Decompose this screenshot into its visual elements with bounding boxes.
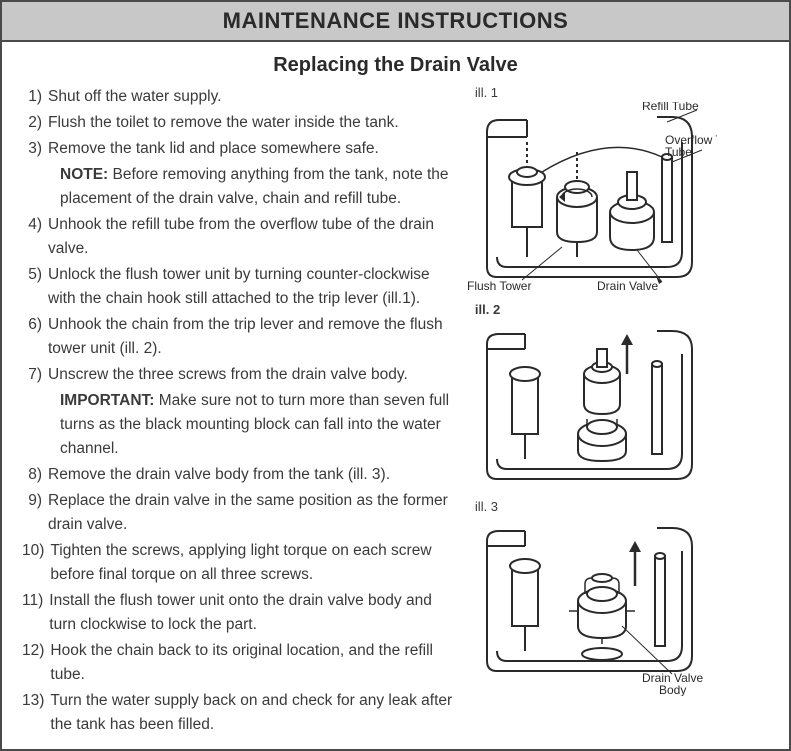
step-text: Shut off the water supply.	[48, 85, 459, 109]
instruction-step: NOTE: Before removing anything from the …	[22, 163, 459, 211]
svg-text:Tube: Tube	[665, 145, 692, 159]
step-number: 7)	[22, 363, 48, 387]
step-number: 4)	[22, 213, 48, 261]
step-text: Install the flush tower unit onto the dr…	[49, 589, 459, 637]
step-number: 3)	[22, 137, 48, 161]
ill1-label: ill. 1	[467, 85, 779, 100]
instruction-step: 12)Hook the chain back to its original l…	[22, 639, 459, 687]
instruction-step: 1)Shut off the water supply.	[22, 85, 459, 109]
svg-text:Body: Body	[659, 683, 686, 696]
step-text: Unhook the refill tube from the overflow…	[48, 213, 459, 261]
ill1-flush-label: Flush Tower	[467, 279, 531, 292]
section-subtitle: Replacing the Drain Valve	[2, 42, 789, 85]
step-number: 8)	[22, 463, 48, 487]
page-title-banner: MAINTENANCE INSTRUCTIONS	[2, 2, 789, 42]
step-text: Flush the toilet to remove the water ins…	[48, 111, 459, 135]
instruction-step: 11)Install the flush tower unit onto the…	[22, 589, 459, 637]
step-number: 12)	[22, 639, 50, 687]
instruction-step: 3)Remove the tank lid and place somewher…	[22, 137, 459, 161]
instruction-list: 1)Shut off the water supply.2)Flush the …	[22, 85, 459, 739]
step-text: Tighten the screws, applying light torqu…	[50, 539, 459, 587]
instruction-step: 2)Flush the toilet to remove the water i…	[22, 111, 459, 135]
step-text: Unscrew the three screws from the drain …	[48, 363, 459, 387]
step-number: 10)	[22, 539, 50, 587]
step-text: Unlock the flush tower unit by turning c…	[48, 263, 459, 311]
content-row: 1)Shut off the water supply.2)Flush the …	[2, 85, 789, 749]
step-number: 2)	[22, 111, 48, 135]
ill1-refill-label: Refill Tube	[642, 102, 699, 113]
step-text: Remove the drain valve body from the tan…	[48, 463, 459, 487]
step-number: 9)	[22, 489, 48, 537]
step-number: 13)	[22, 689, 50, 737]
step-number: 6)	[22, 313, 48, 361]
instruction-step: 10)Tighten the screws, applying light to…	[22, 539, 459, 587]
ill1-drain-label: Drain Valve	[597, 279, 658, 292]
step-text: Hook the chain back to its original loca…	[50, 639, 459, 687]
step-text: Replace the drain valve in the same posi…	[48, 489, 459, 537]
ill3-diagram: Drain Valve Body	[467, 516, 717, 696]
instruction-step: 7)Unscrew the three screws from the drai…	[22, 363, 459, 387]
step-number	[22, 389, 54, 461]
instruction-step: 8)Remove the drain valve body from the t…	[22, 463, 459, 487]
step-number: 5)	[22, 263, 48, 311]
illustration-2: ill. 2	[467, 302, 779, 489]
illustration-column: ill. 1	[459, 85, 779, 739]
instruction-step: 6)Unhook the chain from the trip lever a…	[22, 313, 459, 361]
instruction-step: 4)Unhook the refill tube from the overfl…	[22, 213, 459, 261]
step-text: Remove the tank lid and place somewhere …	[48, 137, 459, 161]
step-text: Unhook the chain from the trip lever and…	[48, 313, 459, 361]
instruction-step: 9)Replace the drain valve in the same po…	[22, 489, 459, 537]
instruction-step: IMPORTANT: Make sure not to turn more th…	[22, 389, 459, 461]
ill1-diagram: Refill Tube Overflow Tube Tube Flush Tow…	[467, 102, 717, 292]
step-text: IMPORTANT: Make sure not to turn more th…	[54, 389, 459, 461]
step-number	[22, 163, 54, 211]
step-number: 1)	[22, 85, 48, 109]
step-text: Turn the water supply back on and check …	[50, 689, 459, 737]
ill2-diagram	[467, 319, 717, 489]
illustration-1: ill. 1	[467, 85, 779, 292]
illustration-3: ill. 3	[467, 499, 779, 696]
step-text: NOTE: Before removing anything from the …	[54, 163, 459, 211]
ill2-label: ill. 2	[467, 302, 779, 317]
instruction-step: 5)Unlock the flush tower unit by turning…	[22, 263, 459, 311]
ill3-label: ill. 3	[467, 499, 779, 514]
step-number: 11)	[22, 589, 49, 637]
instruction-step: 13)Turn the water supply back on and che…	[22, 689, 459, 737]
document-container: MAINTENANCE INSTRUCTIONS Replacing the D…	[0, 0, 791, 751]
